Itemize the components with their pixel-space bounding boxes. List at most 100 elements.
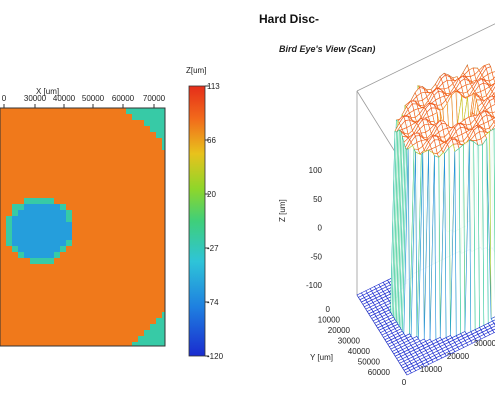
heatmap-cell (102, 168, 109, 175)
heatmap-cell (60, 336, 67, 343)
heatmap-cell (42, 132, 49, 139)
heatmap-cell (90, 162, 97, 169)
heatmap-cell (144, 222, 151, 229)
heatmap-cell (144, 114, 151, 121)
heatmap-cell (108, 288, 115, 295)
heatmap-cell (60, 246, 67, 253)
heatmap-cell (18, 294, 25, 301)
heatmap-cell (12, 270, 19, 277)
heatmap-cell (114, 132, 121, 139)
heatmap-cell (54, 222, 61, 229)
heatmap-cell (18, 144, 25, 151)
heatmap-cell (90, 294, 97, 301)
heatmap-cell (0, 288, 7, 295)
heatmap-cell (120, 150, 127, 157)
heatmap-cell (60, 312, 67, 319)
heatmap-cell (12, 186, 19, 193)
heatmap-cell (0, 228, 7, 235)
heatmap-cell (36, 192, 43, 199)
heatmap-cell (60, 108, 67, 115)
heatmap-cell (156, 264, 163, 271)
heatmap-cell (132, 216, 139, 223)
heatmap-cell (102, 108, 109, 115)
heatmap-cell (156, 300, 163, 307)
heatmap-cell (78, 132, 85, 139)
heatmap-cell (132, 180, 139, 187)
heatmap-cell (6, 156, 13, 163)
heatmap-cell (66, 234, 73, 241)
heatmap-cell (126, 336, 133, 343)
heatmap-cell (48, 300, 55, 307)
heatmap-cell (12, 114, 19, 121)
heatmap-cell (12, 204, 19, 211)
heatmap-cell (54, 228, 61, 235)
heatmap-cell (126, 300, 133, 307)
heatmap-cell (132, 132, 139, 139)
heatmap-cell (6, 276, 13, 283)
heatmap-cell (72, 198, 79, 205)
heatmap-cell (54, 144, 61, 151)
heatmap-cell (120, 126, 127, 133)
heatmap-cell (96, 342, 103, 346)
heatmap-cell (12, 318, 19, 325)
heatmap-cell (156, 210, 163, 217)
heatmap-cell (162, 276, 165, 283)
heatmap-cell (30, 204, 37, 211)
heatmap-cell (132, 270, 139, 277)
heatmap-cell (102, 210, 109, 217)
heatmap-cell (72, 174, 79, 181)
heatmap-cell (162, 174, 165, 181)
heatmap-cell (66, 180, 73, 187)
heatmap-cell (12, 138, 19, 145)
heatmap-cell (150, 168, 157, 175)
heatmap-cell (120, 114, 127, 121)
heatmap-cell (96, 222, 103, 229)
heatmap-cell (0, 300, 7, 307)
heatmap-cell (78, 174, 85, 181)
heatmap-cell (144, 216, 151, 223)
heatmap-cell (42, 204, 49, 211)
heatmap-cell (12, 234, 19, 241)
heatmap-cell (126, 198, 133, 205)
heatmap-cell (60, 120, 67, 127)
heatmap-cell (18, 282, 25, 289)
heatmap-cell (54, 156, 61, 163)
heatmap-cell (78, 216, 85, 223)
heatmap-cell (120, 288, 127, 295)
heatmap-cell (36, 186, 43, 193)
heatmap-cell (30, 222, 37, 229)
heatmap-cell (6, 306, 13, 313)
heatmap-cell (72, 246, 79, 253)
heatmap-cell (60, 204, 67, 211)
heatmap-cell (138, 216, 145, 223)
heatmap-cell (66, 246, 73, 253)
surface-x-axis: 0 10000 20000 30000 (402, 339, 495, 387)
heatmap-cell (114, 126, 121, 133)
heatmap-cell (72, 132, 79, 139)
heatmap-cell (84, 192, 91, 199)
heatmap-cell (132, 144, 139, 151)
heatmap-cell (150, 108, 157, 115)
heatmap-cell (42, 144, 49, 151)
heatmap-cell (120, 330, 127, 337)
heatmap-cell (48, 318, 55, 325)
heatmap-cell (36, 282, 43, 289)
heatmap-cell (30, 252, 37, 259)
heatmap-cell (60, 270, 67, 277)
heatmap-cell (90, 186, 97, 193)
heatmap-cell (48, 252, 55, 259)
heatmap-cell (132, 318, 139, 325)
heatmap-cell (30, 162, 37, 169)
heatmap-cell (72, 144, 79, 151)
heatmap-cell (30, 114, 37, 121)
heatmap-cell (132, 228, 139, 235)
heatmap-cell (48, 204, 55, 211)
heatmap-cell (156, 270, 163, 277)
heatmap-cell (126, 294, 133, 301)
heatmap-cell (84, 300, 91, 307)
heatmap-cell (6, 282, 13, 289)
heatmap-cell (6, 114, 13, 121)
heatmap-cell (84, 108, 91, 115)
heatmap-cell (12, 120, 19, 127)
